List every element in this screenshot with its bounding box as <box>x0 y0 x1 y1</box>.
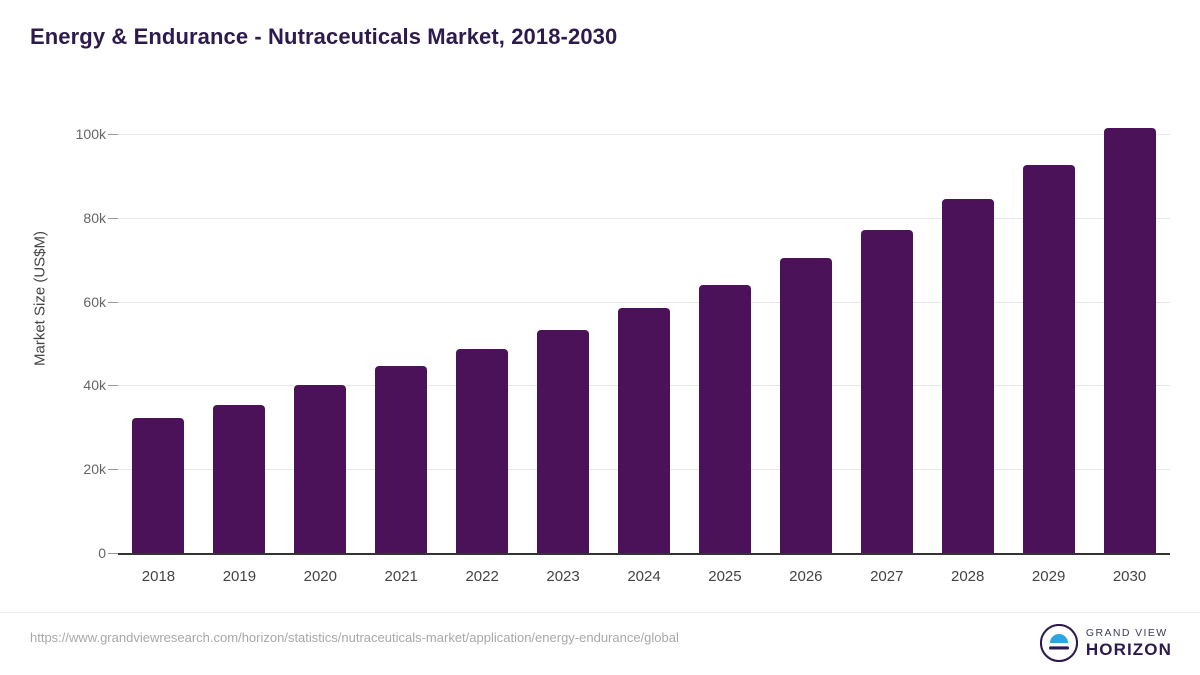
x-axis-line <box>118 553 1170 555</box>
bar[interactable] <box>860 230 913 553</box>
x-tick-label: 2030 <box>1112 568 1147 585</box>
gridline <box>118 133 1170 135</box>
bars-layer <box>118 113 1170 553</box>
x-tick-label: 2029 <box>1031 568 1066 585</box>
x-tick-label: 2024 <box>627 568 661 585</box>
x-tick-label: 2026 <box>789 568 823 585</box>
bar[interactable] <box>213 404 266 553</box>
gridline <box>118 301 1170 303</box>
y-tick-label: 40k <box>83 377 106 394</box>
bar[interactable] <box>698 285 751 553</box>
page-title: Energy & Endurance - Nutraceuticals Mark… <box>30 24 618 49</box>
x-tick-label: 2020 <box>303 568 337 585</box>
bar[interactable] <box>537 329 590 553</box>
x-tick-label: 2021 <box>384 568 418 585</box>
y-tick-mark <box>108 217 118 219</box>
footer-divider <box>0 612 1200 613</box>
y-tick-label: 100k <box>75 125 106 142</box>
bar[interactable] <box>456 348 509 553</box>
y-tick-mark <box>108 469 118 471</box>
bar[interactable] <box>618 308 670 553</box>
x-tick-label: 2025 <box>708 568 742 585</box>
y-tick-label: 20k <box>83 461 106 478</box>
bar[interactable] <box>779 258 832 553</box>
y-tick-label: 0 <box>98 545 106 561</box>
y-tick-label: 60k <box>83 293 106 310</box>
y-tick-mark <box>108 301 118 303</box>
bar[interactable] <box>941 199 994 553</box>
source-url[interactable]: https://www.grandviewresearch.com/horizo… <box>30 630 679 645</box>
bar[interactable] <box>132 418 185 553</box>
x-tick-label: 2019 <box>222 568 257 585</box>
y-tick-label: 80k <box>83 209 106 226</box>
x-tick-label: 2028 <box>951 568 985 585</box>
logo-text: GRAND VIEW HORIZON <box>1086 628 1172 659</box>
y-tick-mark <box>108 133 118 135</box>
x-tick-label: 2023 <box>546 568 580 585</box>
x-tick-label: 2022 <box>465 568 499 585</box>
logo-top-text: GRAND VIEW <box>1085 626 1168 639</box>
horizon-sun-icon <box>1039 624 1078 662</box>
logo-bottom-text: HORIZON <box>1085 640 1172 660</box>
y-tick-mark <box>108 385 118 387</box>
x-tick-label: 2027 <box>870 568 904 585</box>
y-tick-mark <box>108 553 118 554</box>
grand-view-horizon-logo[interactable]: GRAND VIEW HORIZON <box>1039 622 1172 664</box>
x-tick-label: 2018 <box>141 568 176 585</box>
bar[interactable] <box>1103 127 1156 553</box>
bar[interactable] <box>294 384 347 553</box>
bar[interactable] <box>1022 164 1075 553</box>
gridline <box>118 217 1170 219</box>
bar[interactable] <box>375 366 428 553</box>
